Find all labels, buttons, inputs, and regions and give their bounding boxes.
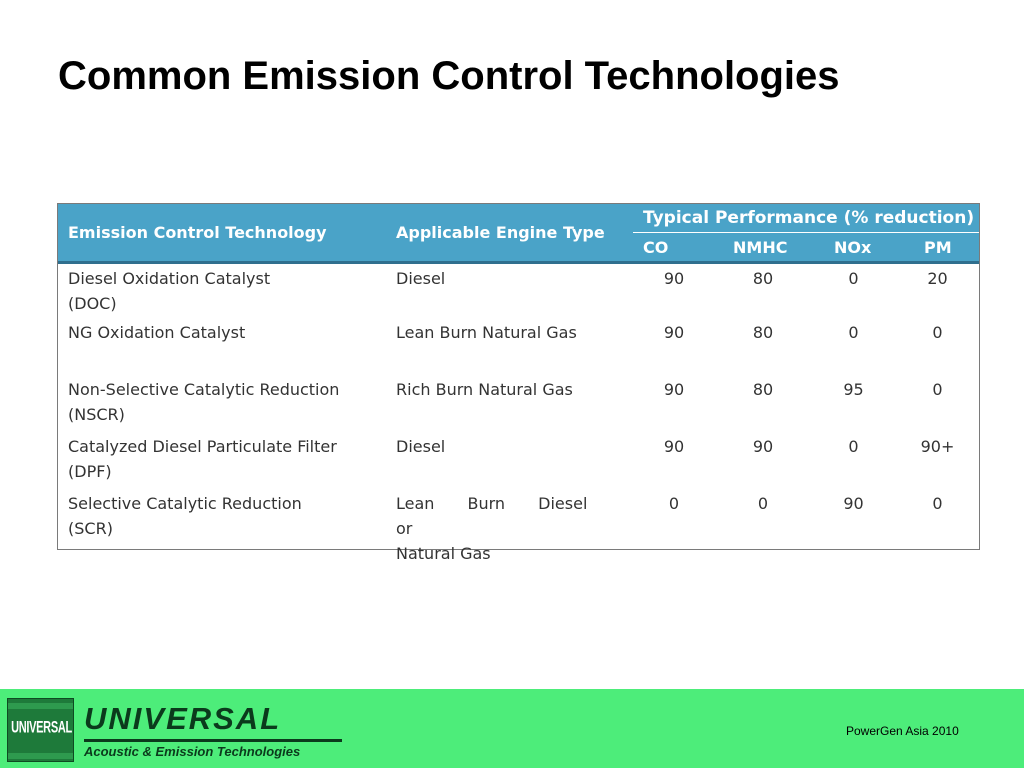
technology-name: NG Oxidation Catalyst: [68, 322, 246, 342]
co-value: 90: [663, 269, 685, 288]
nox-value: 95: [843, 379, 864, 399]
engine-type-line2: Natural Gas: [396, 543, 491, 563]
technology-abbr: (DOC): [68, 294, 117, 313]
co-value: 90: [663, 379, 685, 399]
pm-value: 90+: [920, 436, 955, 456]
technology-name: Selective Catalytic Reduction: [68, 493, 302, 513]
header-nox: NOx: [811, 232, 896, 264]
table-row: Non-Selective Catalytic Reduction (NSCR)…: [58, 375, 979, 432]
technology-cell: Non-Selective Catalytic Reduction (NSCR): [58, 375, 386, 432]
brand-underline: [84, 739, 342, 742]
header-engine-type: Applicable Engine Type: [386, 204, 633, 264]
technology-cell: Selective Catalytic Reduction (SCR): [58, 489, 386, 566]
emission-table-frame: Emission Control Technology Applicable E…: [57, 203, 980, 563]
nmhc-value: 0: [757, 493, 769, 513]
engine-type-line1: Lean Burn Diesel or: [396, 493, 588, 538]
pm-value: 0: [932, 493, 943, 513]
engine-type-cell: Rich Burn Natural Gas: [396, 379, 573, 399]
header-co: CO: [633, 232, 715, 264]
header-nmhc: NMHC: [715, 232, 811, 264]
table-row: Selective Catalytic Reduction (SCR) Lean…: [58, 489, 979, 566]
nox-value: 0: [848, 322, 859, 342]
table-row: Diesel Oxidation Catalyst (DOC) Diesel 9…: [58, 263, 979, 318]
technology-abbr: (DPF): [68, 461, 112, 481]
nmhc-value: 80: [752, 269, 774, 288]
emission-control-table: Emission Control Technology Applicable E…: [58, 204, 980, 566]
nmhc-value: 80: [752, 379, 774, 399]
technology-abbr: (NSCR): [68, 404, 125, 424]
logo-stripe: [8, 753, 73, 759]
co-value: 90: [663, 322, 685, 342]
table-row: NG Oxidation Catalyst Lean Burn Natural …: [58, 318, 979, 375]
co-value: 0: [668, 493, 680, 513]
nox-value: 90: [843, 493, 864, 513]
engine-type-cell: Diesel: [396, 436, 446, 456]
nmhc-value: 90: [752, 436, 774, 456]
engine-type-cell: Lean Burn Natural Gas: [396, 322, 577, 342]
logo-text: UNIVERSAL: [11, 719, 72, 737]
pm-value: 20: [927, 269, 948, 288]
technology-cell: Catalyzed Diesel Particulate Filter (DPF…: [58, 432, 386, 489]
pm-value: 0: [932, 322, 943, 342]
technology-cell: Diesel Oxidation Catalyst (DOC): [58, 263, 386, 318]
brand-tagline: Acoustic & Emission Technologies: [84, 744, 301, 759]
brand-name: UNIVERSAL: [84, 701, 282, 736]
technology-name: Non-Selective Catalytic Reduction: [68, 379, 340, 399]
header-performance-group: Typical Performance (% reduction): [633, 204, 980, 233]
footer-bar: [0, 689, 1024, 768]
technology-name: Diesel Oxidation Catalyst: [68, 269, 271, 288]
nox-value: 0: [848, 436, 859, 456]
technology-cell: NG Oxidation Catalyst: [58, 318, 386, 375]
table-row: Catalyzed Diesel Particulate Filter (DPF…: [58, 432, 979, 489]
engine-type-cell: Lean Burn Diesel or Natural Gas: [386, 489, 633, 566]
technology-name: Catalyzed Diesel Particulate Filter: [68, 434, 376, 459]
universal-logo: UNIVERSAL: [7, 698, 74, 762]
co-value: 90: [663, 436, 685, 456]
header-technology: Emission Control Technology: [58, 204, 386, 264]
pm-value: 0: [932, 379, 943, 399]
technology-name-text: Catalyzed Diesel Particulate Filter: [68, 436, 337, 456]
header-pm: PM: [896, 232, 980, 264]
event-label: PowerGen Asia 2010: [846, 724, 959, 738]
logo-stripe: [8, 703, 73, 709]
slide-title: Common Emission Control Technologies: [58, 54, 840, 98]
engine-type-cell: Diesel: [396, 269, 446, 288]
nox-value: 0: [848, 269, 859, 288]
nmhc-value: 80: [752, 322, 774, 342]
technology-abbr: (SCR): [68, 518, 113, 538]
